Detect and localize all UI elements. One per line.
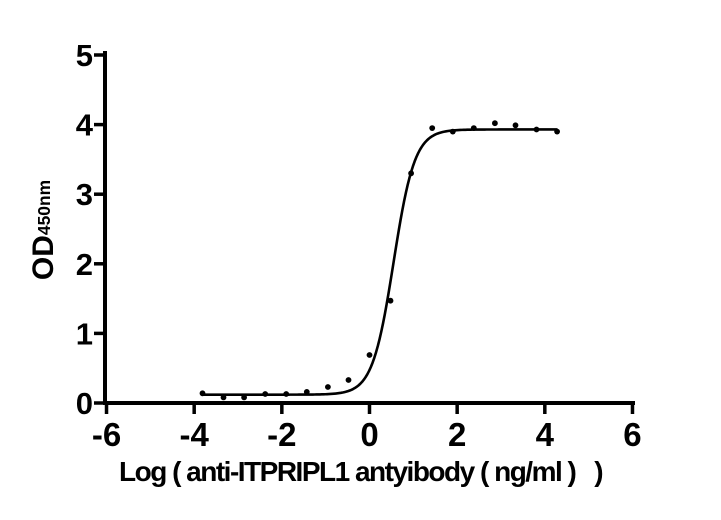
data-point xyxy=(533,126,540,133)
x-tick-label: 4 xyxy=(536,416,555,453)
x-tick-label: -4 xyxy=(180,416,210,453)
data-point xyxy=(325,384,331,390)
x-tick-label: 0 xyxy=(360,416,378,453)
data-point xyxy=(345,377,352,383)
y-tick-label: 3 xyxy=(76,177,93,212)
y-tick-label: 4 xyxy=(76,108,94,143)
y-tick-label: 0 xyxy=(76,386,93,421)
y-axis-title: OD 450nm xyxy=(27,179,60,281)
data-point xyxy=(408,170,414,177)
data-point xyxy=(554,128,560,135)
x-tick-label: -6 xyxy=(92,416,121,453)
x-axis-title: Log ( anti-ITPRIPL1 antyibody ( ng/ml ) … xyxy=(118,456,604,487)
data-point xyxy=(449,128,456,135)
y-tick-label: 2 xyxy=(76,247,93,282)
data-point xyxy=(283,391,290,397)
data-point xyxy=(199,390,206,397)
data-point xyxy=(220,394,227,401)
data-point xyxy=(429,125,436,131)
data-point xyxy=(241,394,248,401)
y-tick-label: 5 xyxy=(76,38,93,73)
data-point xyxy=(303,389,310,395)
y-tick-label: 1 xyxy=(76,316,93,351)
fit-curve xyxy=(201,128,558,396)
x-tick-label: -2 xyxy=(267,416,296,453)
data-point xyxy=(262,391,269,397)
y-axis-title-main: OD xyxy=(27,235,60,281)
x-tick-label: 2 xyxy=(448,416,466,453)
data-point xyxy=(366,352,373,358)
data-point xyxy=(470,125,477,131)
data-point xyxy=(387,297,394,304)
data-point xyxy=(492,120,498,127)
x-tick-label: 6 xyxy=(623,416,641,453)
data-point xyxy=(512,122,519,129)
